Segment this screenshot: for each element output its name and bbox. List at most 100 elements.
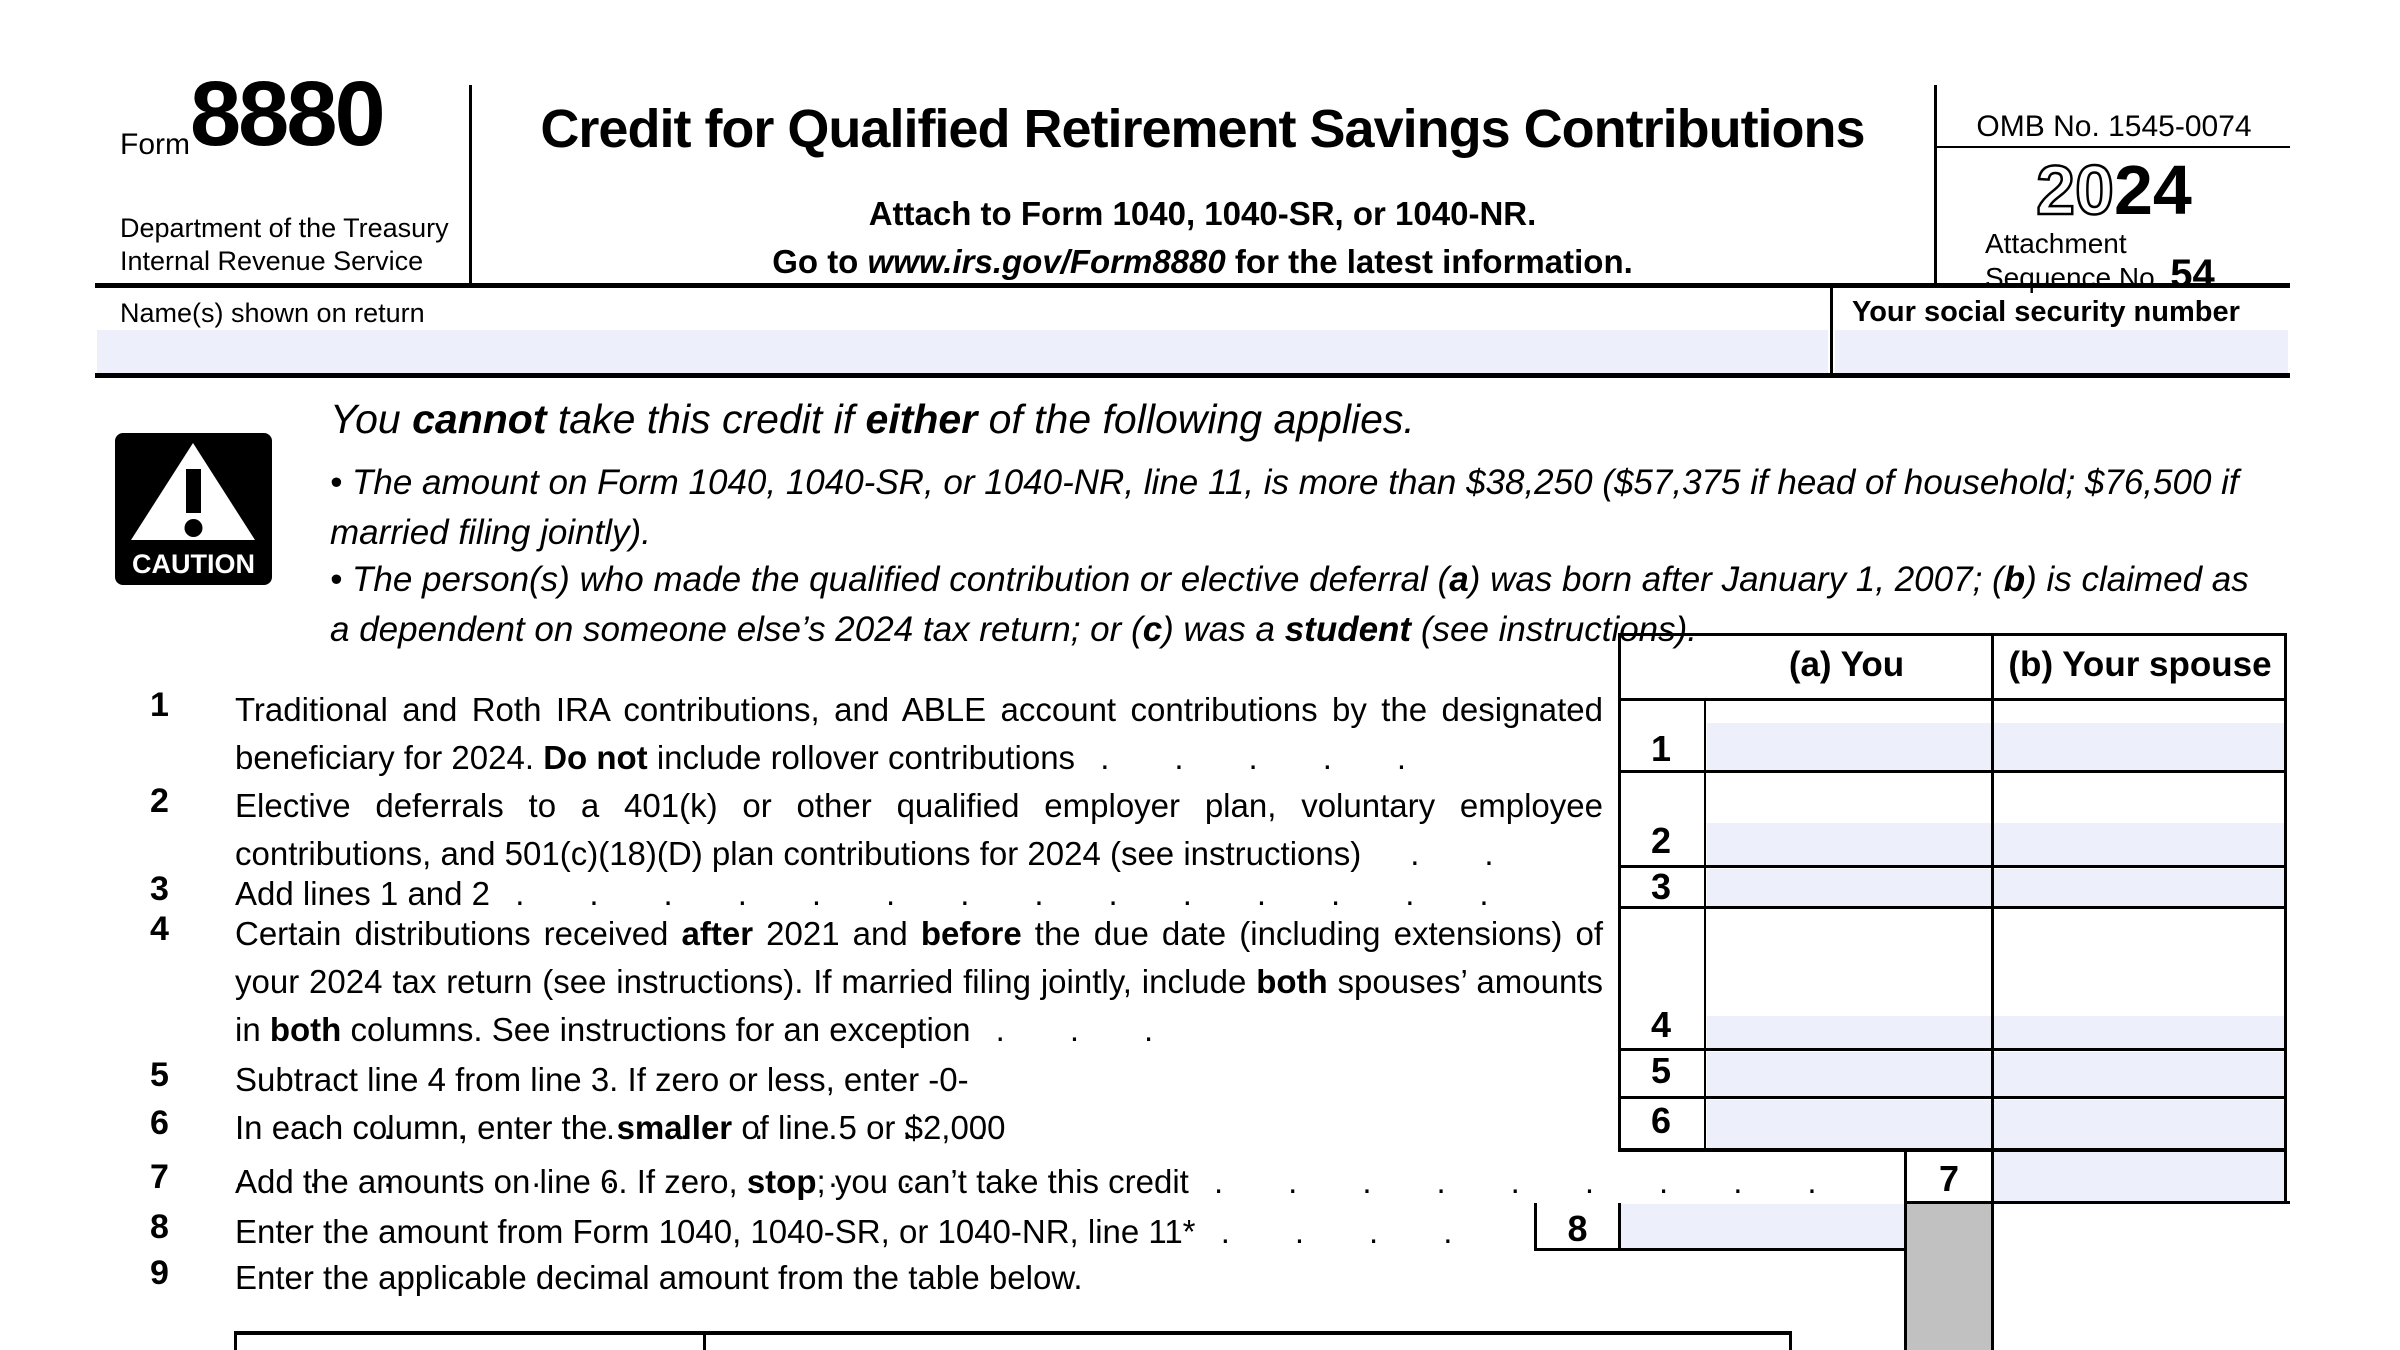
line8-box-left-border (1534, 1203, 1537, 1250)
line1-spouse-input[interactable] (1994, 723, 2284, 770)
caution-heading: You cannot take this credit if either of… (330, 396, 1415, 442)
line1-box-number: 1 (1650, 728, 1672, 769)
form-number: 8880 (190, 63, 386, 165)
shaded-area-left-border (1904, 1204, 1907, 1350)
item-8-number: 8 (150, 1208, 169, 1246)
line4-box-number: 4 (1650, 1004, 1672, 1045)
item-2-text: Elective deferrals to a 401(k) or other … (235, 787, 1603, 872)
item-1-number: 1 (150, 686, 169, 724)
line4-spouse-input[interactable] (1994, 1016, 2284, 1048)
grid-header-bottom-border (1618, 698, 2287, 701)
item-6-number: 6 (150, 1104, 169, 1142)
attachment-label: Attachment (1985, 228, 2127, 259)
item-2-number: 2 (150, 782, 169, 820)
line3-you-input[interactable] (1707, 869, 1991, 906)
line2-you-input[interactable] (1707, 823, 1991, 865)
tax-year-outline-part: 20 (2035, 151, 2115, 229)
goto-instruction: Go to www.irs.gov/Form8880 for the lates… (480, 243, 1925, 281)
line7-box-number: 7 (1938, 1158, 1960, 1199)
item-4-number: 4 (150, 910, 169, 948)
attach-instruction: Attach to Form 1040, 1040-SR, or 1040-NR… (868, 195, 1537, 232)
header-divider-left (469, 85, 472, 285)
decimal-table-left-border (234, 1331, 237, 1350)
item-3-text: Add lines 1 and 2 . . . . . . . . . . . … (235, 875, 1505, 912)
sequence-label: Sequence No. (1985, 262, 2171, 293)
agency-line-2: Internal Revenue Service (120, 246, 424, 276)
line6-you-input[interactable] (1707, 1100, 1991, 1148)
item-1-text: Traditional and Roth IRA contributions, … (235, 691, 1603, 776)
form-word-label: Form (120, 128, 190, 161)
name-ssn-divider (1830, 288, 1833, 376)
line5-box-number: 5 (1650, 1050, 1672, 1091)
grid-top-border (1618, 633, 2287, 636)
grid-row6-border (1618, 1148, 2287, 1152)
sequence-number: 54 (2170, 252, 2215, 296)
decimal-table-right-border (1789, 1331, 1792, 1350)
grid-row2-border (1618, 865, 2287, 868)
goto-prefix: Go to (772, 243, 868, 280)
tax-year: 2024 (1940, 154, 2288, 227)
line6-box-number: 6 (1650, 1100, 1672, 1141)
tax-year-bold-part: 24 (2114, 151, 2192, 229)
line7-box-left-border (1904, 1148, 1907, 1204)
line3-box-number: 3 (1650, 866, 1672, 907)
line3-spouse-input[interactable] (1994, 869, 2284, 906)
header-bottom-rule (95, 283, 2290, 288)
decimal-table-column-divider (703, 1331, 706, 1350)
ssn-label: Your social security number (1852, 296, 2240, 328)
item-6-text: In each column, enter the smaller of lin… (235, 1109, 1006, 1194)
name-row-bottom-rule (95, 373, 2290, 378)
header-divider-right (1934, 85, 1937, 285)
grid-row8-border (1534, 1248, 1906, 1251)
item-7-text: Add the amounts on line 6. If zero, stop… (235, 1163, 1833, 1200)
ssn-input[interactable] (1835, 330, 2288, 373)
goto-suffix: for the latest information. (1225, 243, 1633, 280)
column-header-you: (a) You (1788, 645, 1905, 684)
item-5-text: Subtract line 4 from line 3. If zero or … (235, 1061, 1002, 1146)
grid-number-column-border (1704, 698, 1706, 1151)
irs-url-link[interactable]: www.irs.gov/Form8880 (867, 243, 1226, 280)
grid-row7-border (1906, 1201, 2290, 1204)
line2-box-number: 2 (1650, 820, 1672, 861)
shaded-area-right-border (1991, 1204, 1994, 1350)
caution-bullet-2: • The person(s) who made the qualified c… (330, 560, 2249, 649)
line6-spouse-input[interactable] (1994, 1100, 2284, 1148)
decimal-table-top-border (234, 1331, 1792, 1335)
column-header-spouse: (b) Your spouse (2008, 645, 2272, 684)
shaded-no-entry-area (1907, 1204, 1991, 1350)
caution-icon-label: CAUTION (132, 549, 255, 579)
grid-row3-border (1618, 906, 2287, 909)
line5-you-input[interactable] (1707, 1052, 1991, 1096)
item-9-number: 9 (150, 1254, 169, 1292)
caution-icon: CAUTION (115, 433, 272, 585)
caution-bullet-1: • The amount on Form 1040, 1040-SR, or 1… (330, 463, 2239, 552)
omb-number: OMB No. 1545-0074 (1976, 110, 2252, 143)
item-3-number: 3 (150, 870, 169, 908)
agency-line-1: Department of the Treasury (120, 213, 449, 243)
line5-spouse-input[interactable] (1994, 1052, 2284, 1096)
item-5-number: 5 (150, 1056, 169, 1094)
line8-box-number: 8 (1567, 1208, 1588, 1249)
line1-you-input[interactable] (1707, 723, 1991, 770)
grid-row5-border (1618, 1096, 2287, 1099)
omb-underline (1934, 146, 2290, 148)
item-4-text: Certain distributions received after 202… (235, 915, 1604, 1048)
item-8-text: Enter the amount from Form 1040, 1040-SR… (235, 1213, 1469, 1250)
form-title: Credit for Qualified Retirement Savings … (540, 99, 1865, 159)
grid-row4-border (1618, 1048, 2287, 1051)
item-9-text: Enter the applicable decimal amount from… (235, 1259, 1083, 1296)
sequence-number-line: Sequence No. 54 (1985, 254, 2215, 294)
name-input[interactable] (97, 330, 1828, 373)
line8-box-right-border (1618, 1203, 1621, 1250)
item-7-number: 7 (150, 1158, 169, 1196)
line7-input[interactable] (1994, 1152, 2284, 1201)
grid-row1-border (1618, 770, 2287, 773)
line4-you-input[interactable] (1707, 1016, 1991, 1048)
name-shown-label: Name(s) shown on return (120, 298, 425, 328)
grid-right-border (2284, 633, 2287, 1203)
grid-column-divider (1991, 633, 1994, 1203)
grid-left-border (1618, 633, 1621, 1151)
line8-input[interactable] (1621, 1204, 1904, 1248)
line2-spouse-input[interactable] (1994, 823, 2284, 865)
